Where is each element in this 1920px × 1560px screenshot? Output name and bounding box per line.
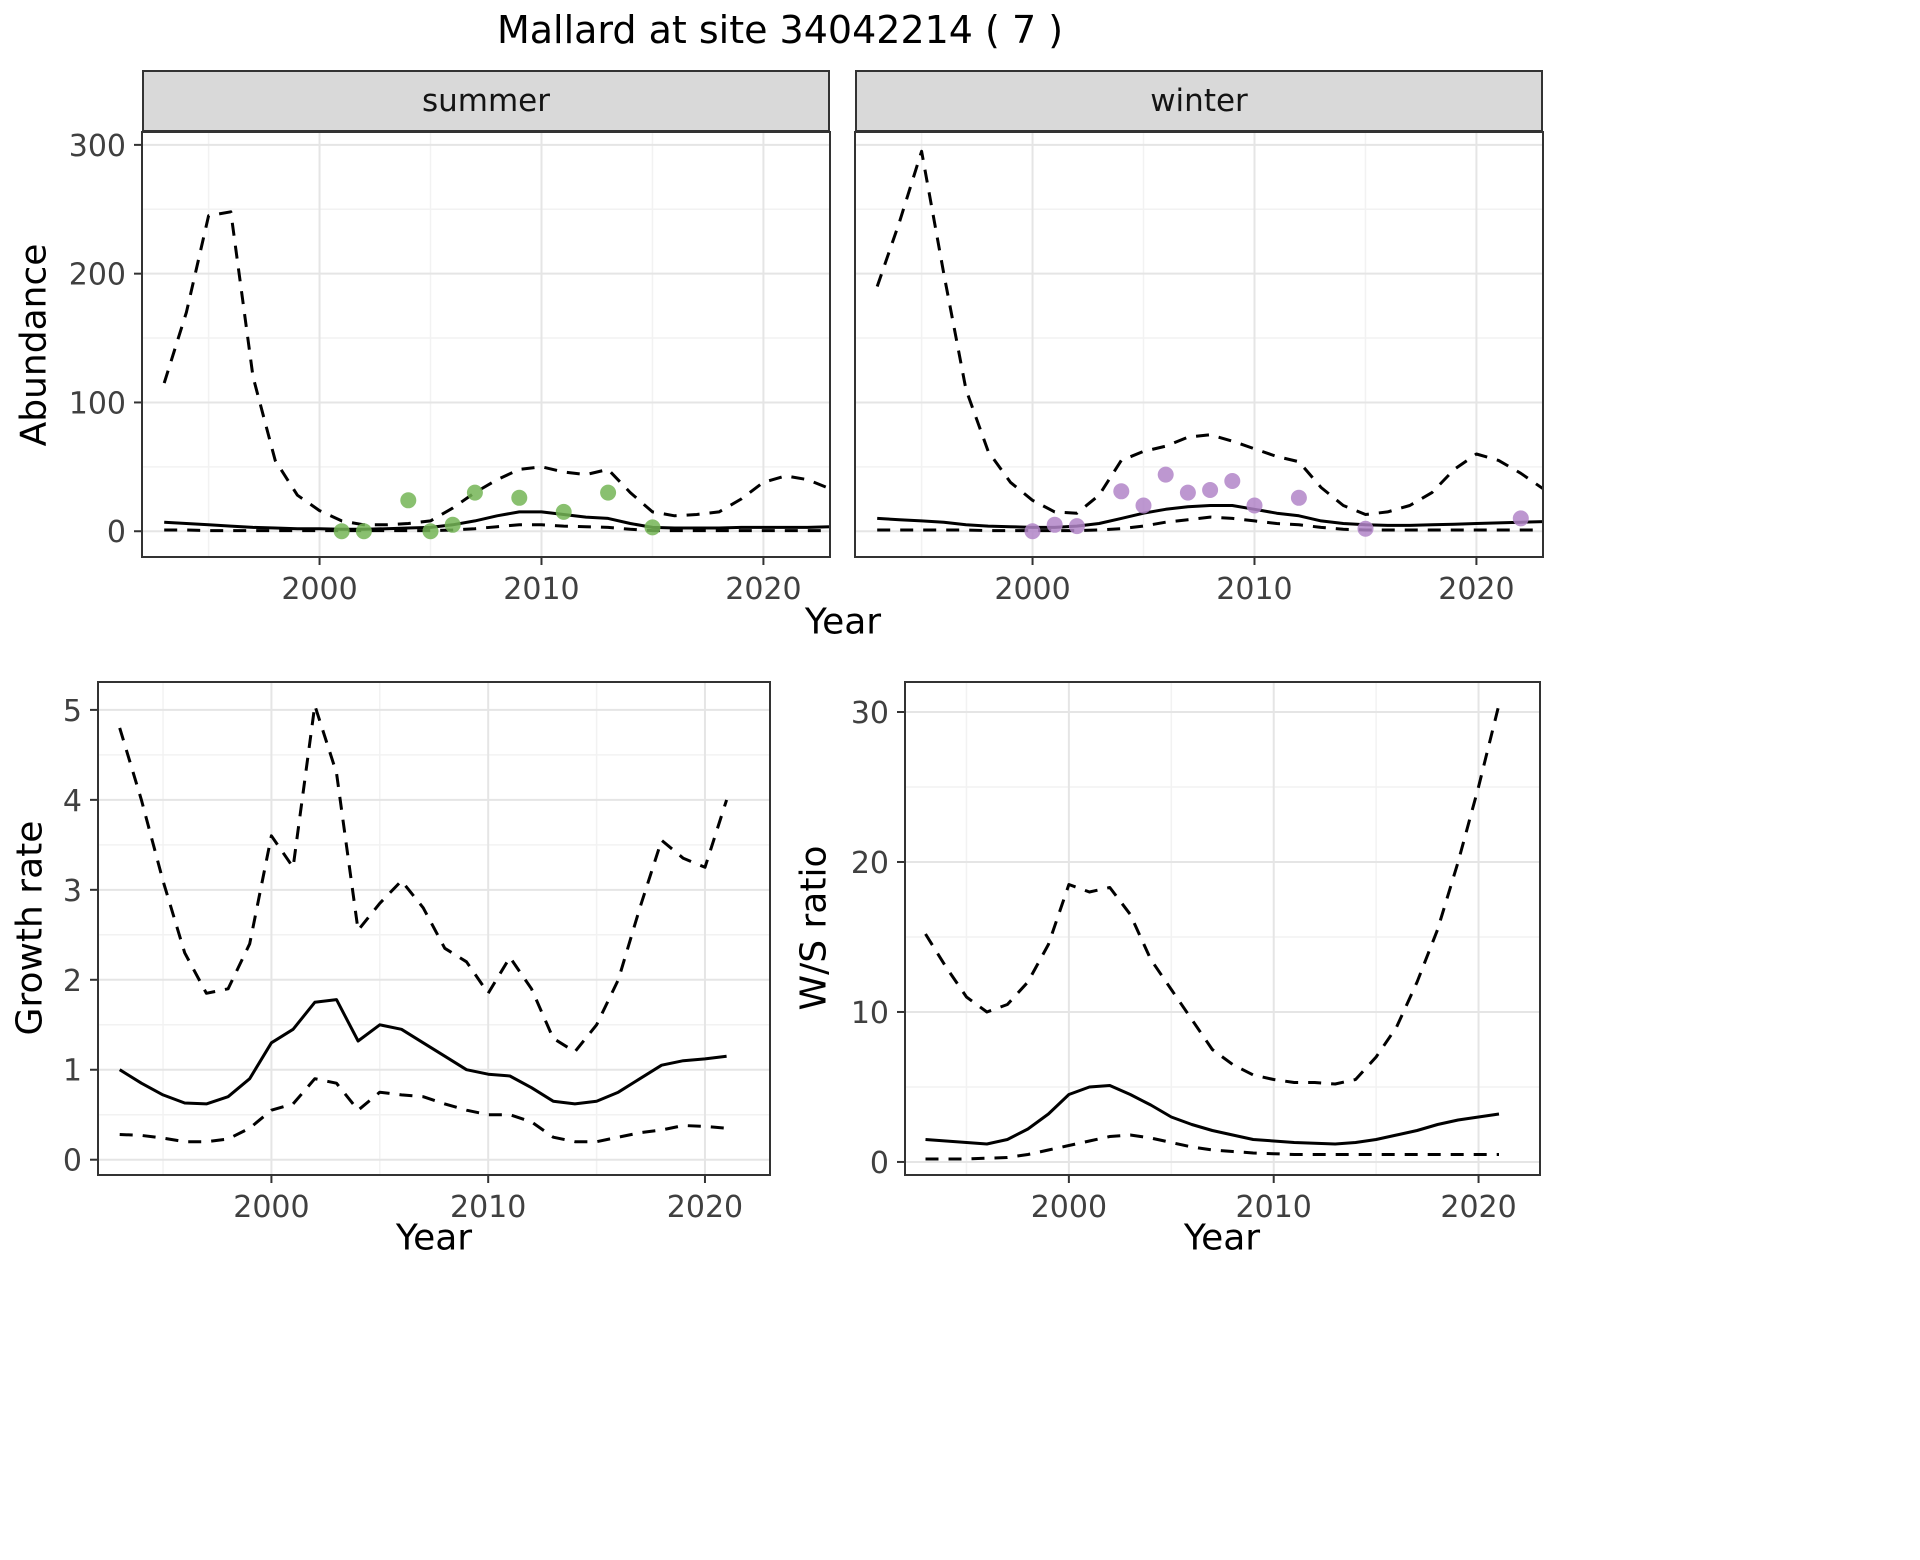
panel-background: [905, 682, 1540, 1175]
observation-point: [1290, 489, 1307, 506]
y-axis-tick-label: 0: [107, 515, 126, 550]
x-axis-tick-label: 2010: [450, 1190, 526, 1225]
facet-strip-winter: winter: [855, 70, 1543, 132]
y-axis-tick-label: 5: [63, 694, 82, 729]
y-axis-tick-label: 0: [63, 1144, 82, 1179]
observation-point: [355, 523, 372, 540]
series-lower-ci: [925, 1133, 1499, 1161]
series-fit: [877, 504, 1544, 529]
observation-point: [1246, 497, 1263, 514]
y-axis-tick-label: 200: [69, 258, 126, 293]
ws-ratio-x-axis-title: Year: [1183, 1217, 1261, 1259]
panel-winter: 2000 2010 2020: [854, 131, 1544, 607]
observation-point: [444, 516, 461, 533]
y-axis-tick-label: 2: [63, 964, 82, 999]
x-axis-tick-label: 2020: [725, 572, 801, 607]
y-axis-tick-label: 30: [851, 696, 889, 731]
panel-ws: 2000 2010 2020 0 10 20 30: [851, 681, 1541, 1225]
panel-growth: 2000 2010 2020 0 1 2 3 4 5: [63, 681, 771, 1225]
panel-summer: 2000 2010 2020 0 100 200 300: [69, 129, 831, 607]
panel-border: [141, 131, 831, 558]
x-axis-tick-label: 2000: [994, 572, 1070, 607]
series-fit: [925, 1084, 1500, 1146]
observation-point: [422, 523, 439, 540]
panel-border: [854, 131, 1544, 558]
observation-point: [1357, 520, 1374, 537]
growth-rate-y-axis-title: Growth rate: [9, 820, 51, 1036]
observation-point: [333, 523, 350, 540]
observation-point: [400, 492, 417, 509]
facet-strip-summer: summer: [142, 70, 830, 132]
observation-point: [1046, 516, 1063, 533]
series-lower-ci: [877, 515, 1543, 533]
observation-point: [1135, 497, 1152, 514]
series-fit: [118, 998, 727, 1106]
facet-strip-winter-label: winter: [1150, 83, 1248, 119]
observation-point: [466, 484, 483, 501]
observation-point: [1157, 466, 1174, 483]
observation-point: [1224, 473, 1241, 489]
series-lower-ci: [164, 523, 830, 533]
x-axis-tick-label: 2020: [1438, 572, 1514, 607]
growth-rate-x-axis-title: Year: [395, 1217, 473, 1259]
series-upper-ci: [162, 210, 831, 527]
observation-point: [1512, 510, 1529, 527]
x-axis-tick-label: 2020: [667, 1190, 743, 1225]
series-fit: [164, 510, 831, 531]
series-lower-ci: [119, 1077, 727, 1144]
observation-point: [1113, 483, 1130, 500]
panel-background: [855, 132, 1543, 557]
y-axis-tick-label: 3: [63, 874, 82, 909]
observation-point: [600, 484, 617, 501]
panel-background: [142, 132, 830, 557]
y-axis-tick-label: 20: [851, 846, 889, 881]
y-axis-tick-label: 10: [851, 996, 889, 1031]
x-axis-tick-label: 2010: [1236, 1190, 1312, 1225]
panel-border: [904, 681, 1541, 1176]
observation-point: [511, 489, 528, 506]
figure-title: Mallard at site 34042214 ( 7 ): [496, 8, 1064, 52]
observation-point: [1068, 518, 1085, 535]
y-axis-tick-label: 0: [870, 1146, 889, 1181]
facet-strip-summer-label: summer: [421, 83, 550, 119]
abundance-x-axis-title: Year: [804, 601, 882, 643]
y-axis-tick-label: 300: [69, 129, 126, 164]
series-upper-ci: [875, 149, 1544, 516]
series-upper-ci: [118, 703, 729, 1054]
y-axis-tick-label: 100: [69, 386, 126, 421]
observation-point: [644, 519, 661, 536]
x-axis-tick-label: 2010: [503, 572, 579, 607]
x-axis-tick-label: 2000: [281, 572, 357, 607]
y-axis-tick-label: 1: [63, 1054, 82, 1089]
observation-point: [1024, 523, 1041, 540]
panel-border: [97, 681, 771, 1176]
abundance-y-axis-title: Abundance: [13, 243, 55, 447]
y-axis-tick-label: 4: [63, 784, 82, 819]
observation-point: [1179, 484, 1196, 501]
ws-ratio-y-axis-title: W/S ratio: [793, 845, 835, 1011]
series-upper-ci: [924, 704, 1501, 1086]
x-axis-tick-label: 2000: [1031, 1190, 1107, 1225]
observation-point: [555, 503, 572, 520]
x-axis-tick-label: 2020: [1440, 1190, 1516, 1225]
x-axis-tick-label: 2000: [233, 1190, 309, 1225]
observation-point: [1202, 482, 1219, 498]
x-axis-tick-label: 2010: [1216, 572, 1292, 607]
